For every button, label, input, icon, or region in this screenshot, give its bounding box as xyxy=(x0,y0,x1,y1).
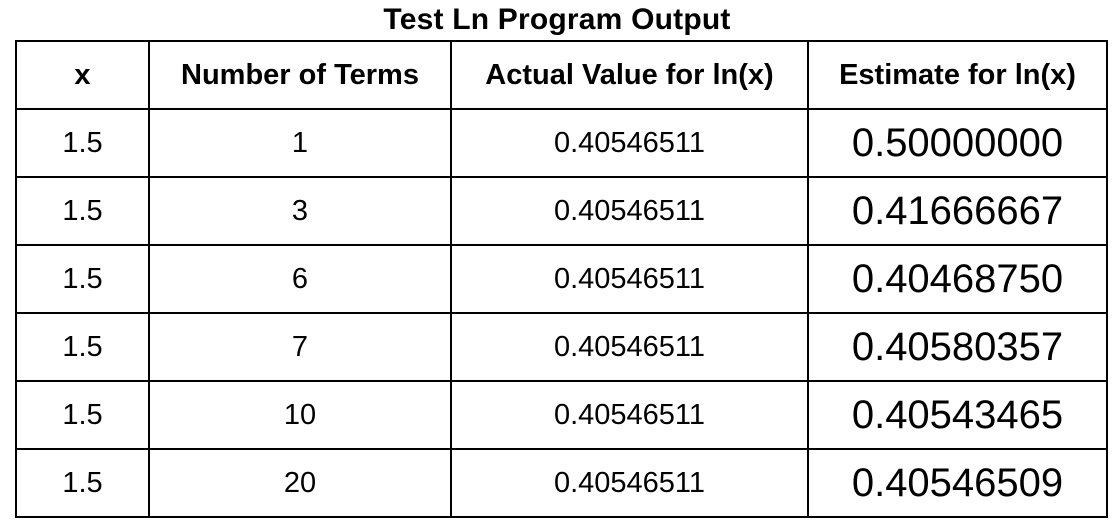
cell-x: 1.5 xyxy=(15,108,150,178)
page-title: Test Ln Program Output xyxy=(383,3,731,36)
cell-actual-value: 0.40546511 xyxy=(450,312,809,382)
cell-actual-value: 0.40546511 xyxy=(450,448,809,518)
cell-estimate: 0.40468750 xyxy=(807,244,1108,314)
table-row: 1.5 3 0.40546511 0.41666667 xyxy=(15,176,1108,246)
cell-x: 1.5 xyxy=(15,244,150,314)
table-header: x Number of Terms Actual Value for ln(x)… xyxy=(15,40,1108,110)
cell-x: 1.5 xyxy=(15,176,150,246)
table-row: 1.5 1 0.40546511 0.50000000 xyxy=(15,108,1108,178)
header-actual-value: Actual Value for ln(x) xyxy=(450,40,809,110)
cell-actual-value: 0.40546511 xyxy=(450,108,809,178)
header-number-of-terms: Number of Terms xyxy=(148,40,452,110)
table-row: 1.5 6 0.40546511 0.40468750 xyxy=(15,244,1108,314)
cell-x: 1.5 xyxy=(15,380,150,450)
output-table: x Number of Terms Actual Value for ln(x)… xyxy=(15,40,1108,518)
cell-number-of-terms: 1 xyxy=(148,108,452,178)
cell-number-of-terms: 3 xyxy=(148,176,452,246)
cell-number-of-terms: 7 xyxy=(148,312,452,382)
cell-actual-value: 0.40546511 xyxy=(450,244,809,314)
cell-estimate: 0.40543465 xyxy=(807,380,1108,450)
cell-x: 1.5 xyxy=(15,448,150,518)
header-row: x Number of Terms Actual Value for ln(x)… xyxy=(15,40,1108,110)
cell-estimate: 0.40546509 xyxy=(807,448,1108,518)
cell-estimate: 0.50000000 xyxy=(807,108,1108,178)
table-row: 1.5 7 0.40546511 0.40580357 xyxy=(15,312,1108,382)
cell-actual-value: 0.40546511 xyxy=(450,380,809,450)
table-row: 1.5 20 0.40546511 0.40546509 xyxy=(15,448,1108,518)
table-body: 1.5 1 0.40546511 0.50000000 1.5 3 0.4054… xyxy=(15,108,1108,518)
cell-x: 1.5 xyxy=(15,312,150,382)
cell-actual-value: 0.40546511 xyxy=(450,176,809,246)
cell-number-of-terms: 10 xyxy=(148,380,452,450)
cell-estimate: 0.40580357 xyxy=(807,312,1108,382)
header-estimate: Estimate for ln(x) xyxy=(807,40,1108,110)
cell-number-of-terms: 20 xyxy=(148,448,452,518)
table-row: 1.5 10 0.40546511 0.40543465 xyxy=(15,380,1108,450)
cell-estimate: 0.41666667 xyxy=(807,176,1108,246)
header-x: x xyxy=(15,40,150,110)
cell-number-of-terms: 6 xyxy=(148,244,452,314)
